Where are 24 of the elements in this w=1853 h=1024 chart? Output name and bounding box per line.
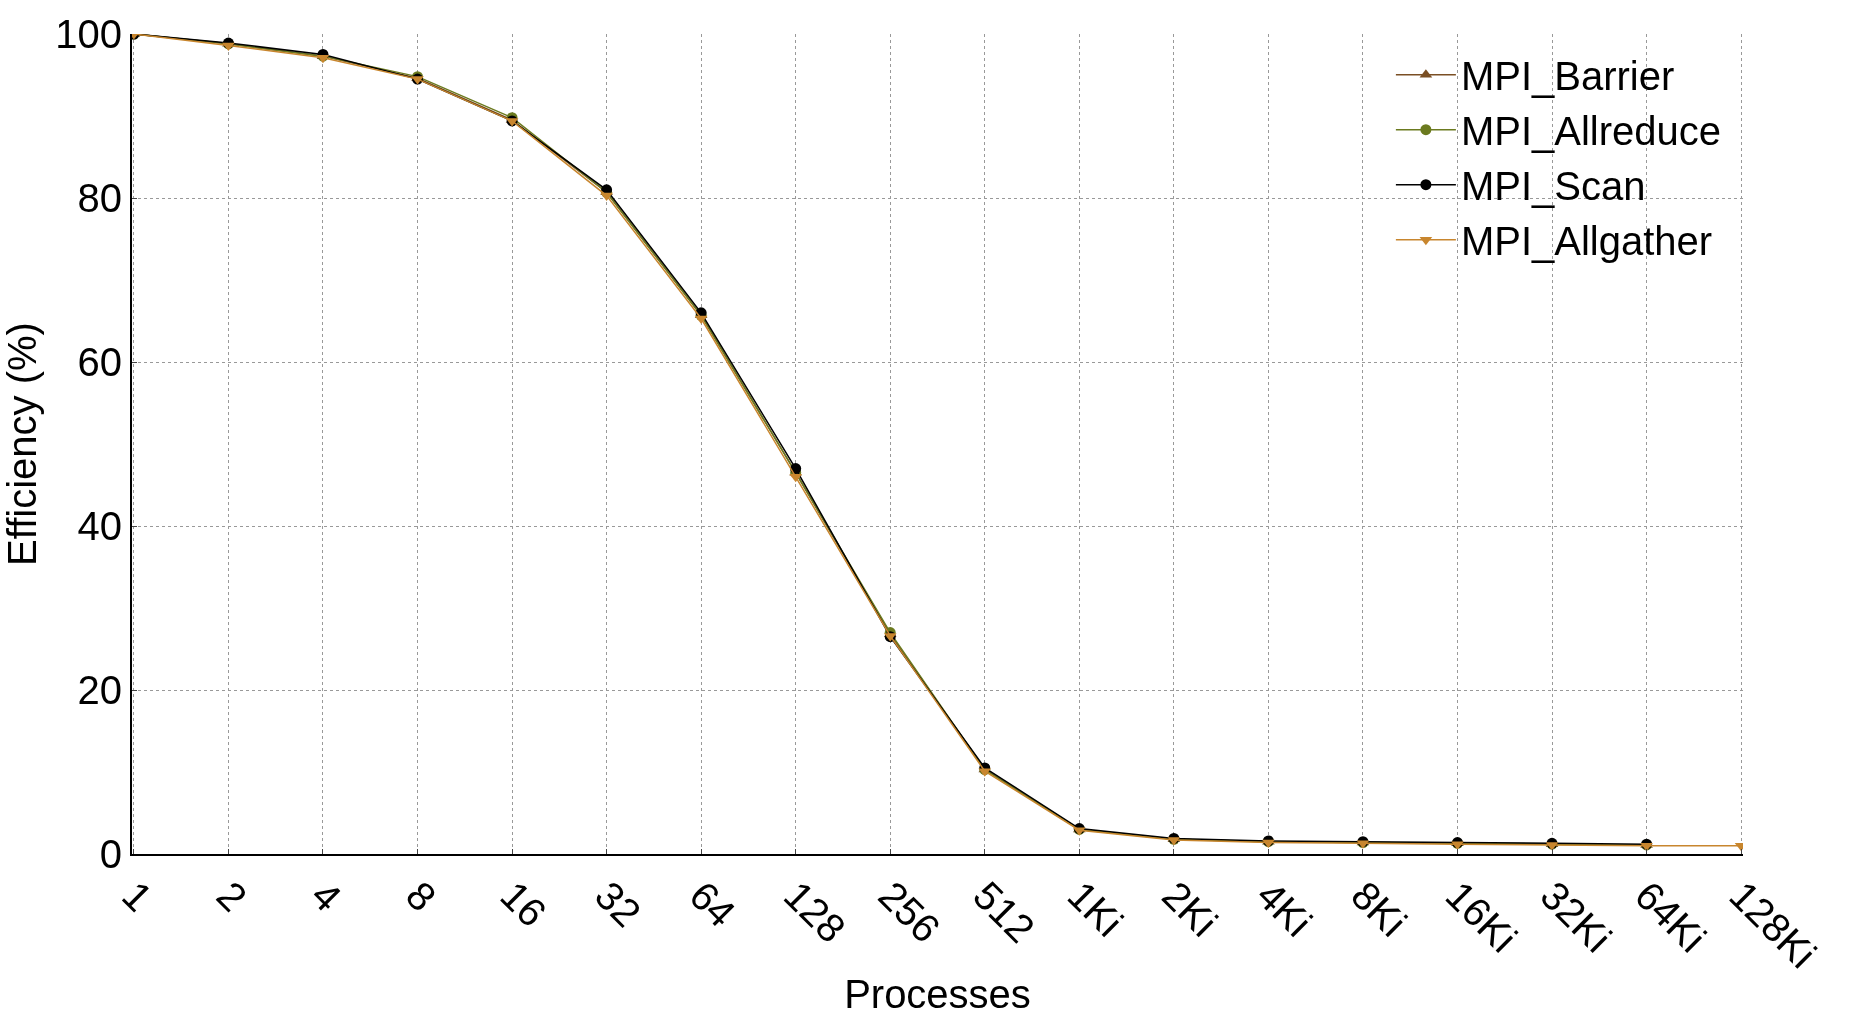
- x-tick-label: 8Ki: [1343, 872, 1416, 945]
- x-tick-label: 512: [964, 872, 1044, 951]
- y-tick-label: 20: [77, 668, 122, 712]
- y-tick-label: 60: [77, 340, 122, 384]
- x-tick-label: 8: [397, 872, 445, 920]
- y-axis-title: Efficiency (%): [0, 322, 44, 566]
- x-tick-label: 4Ki: [1248, 872, 1321, 945]
- x-tick-label: 128: [775, 872, 855, 951]
- y-tick-label: 100: [55, 12, 122, 56]
- x-tick-label: 64: [681, 872, 744, 936]
- y-tick-label: 40: [77, 504, 122, 548]
- x-tick-label: 2Ki: [1154, 872, 1227, 945]
- x-tick-label: 256: [870, 872, 949, 951]
- x-tick-label: 32: [586, 872, 650, 936]
- legend-label: MPI_Scan: [1460, 164, 1646, 209]
- y-tick-label: 80: [77, 176, 122, 220]
- legend-label: MPI_Barrier: [1460, 54, 1675, 99]
- x-tick-label: 4: [303, 872, 351, 920]
- x-axis-title: Processes: [844, 972, 1031, 1017]
- x-tick-label: 16: [492, 872, 555, 936]
- x-tick-label: 1Ki: [1059, 872, 1132, 945]
- legend-label: MPI_Allgather: [1460, 219, 1713, 264]
- legend-label: MPI_Allreduce: [1460, 109, 1722, 154]
- x-tick-label: 2: [208, 872, 256, 920]
